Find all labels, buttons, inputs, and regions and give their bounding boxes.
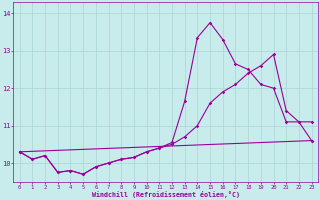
X-axis label: Windchill (Refroidissement éolien,°C): Windchill (Refroidissement éolien,°C) [92, 191, 240, 198]
